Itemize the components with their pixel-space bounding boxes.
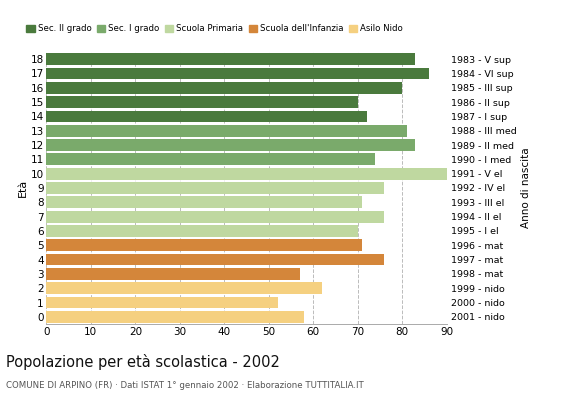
Y-axis label: Età: Età xyxy=(17,179,28,197)
Bar xyxy=(46,182,385,194)
Bar xyxy=(46,254,385,266)
Bar xyxy=(46,68,429,79)
Y-axis label: Anno di nascita: Anno di nascita xyxy=(521,148,531,228)
Bar xyxy=(46,211,385,222)
Bar xyxy=(46,297,278,308)
Bar xyxy=(46,225,358,237)
Bar xyxy=(46,96,358,108)
Bar xyxy=(46,268,300,280)
Legend: Sec. II grado, Sec. I grado, Scuola Primaria, Scuola dell'Infanzia, Asilo Nido: Sec. II grado, Sec. I grado, Scuola Prim… xyxy=(23,21,407,37)
Bar xyxy=(46,282,322,294)
Bar xyxy=(46,125,407,137)
Bar xyxy=(46,154,375,165)
Bar xyxy=(46,139,415,151)
Text: COMUNE DI ARPINO (FR) · Dati ISTAT 1° gennaio 2002 · Elaborazione TUTTITALIA.IT: COMUNE DI ARPINO (FR) · Dati ISTAT 1° ge… xyxy=(6,381,364,390)
Bar xyxy=(46,239,362,251)
Bar xyxy=(46,311,304,323)
Bar xyxy=(46,53,415,65)
Text: Popolazione per età scolastica - 2002: Popolazione per età scolastica - 2002 xyxy=(6,354,280,370)
Bar xyxy=(46,82,402,94)
Bar xyxy=(46,196,362,208)
Bar xyxy=(46,110,367,122)
Bar xyxy=(46,168,447,180)
